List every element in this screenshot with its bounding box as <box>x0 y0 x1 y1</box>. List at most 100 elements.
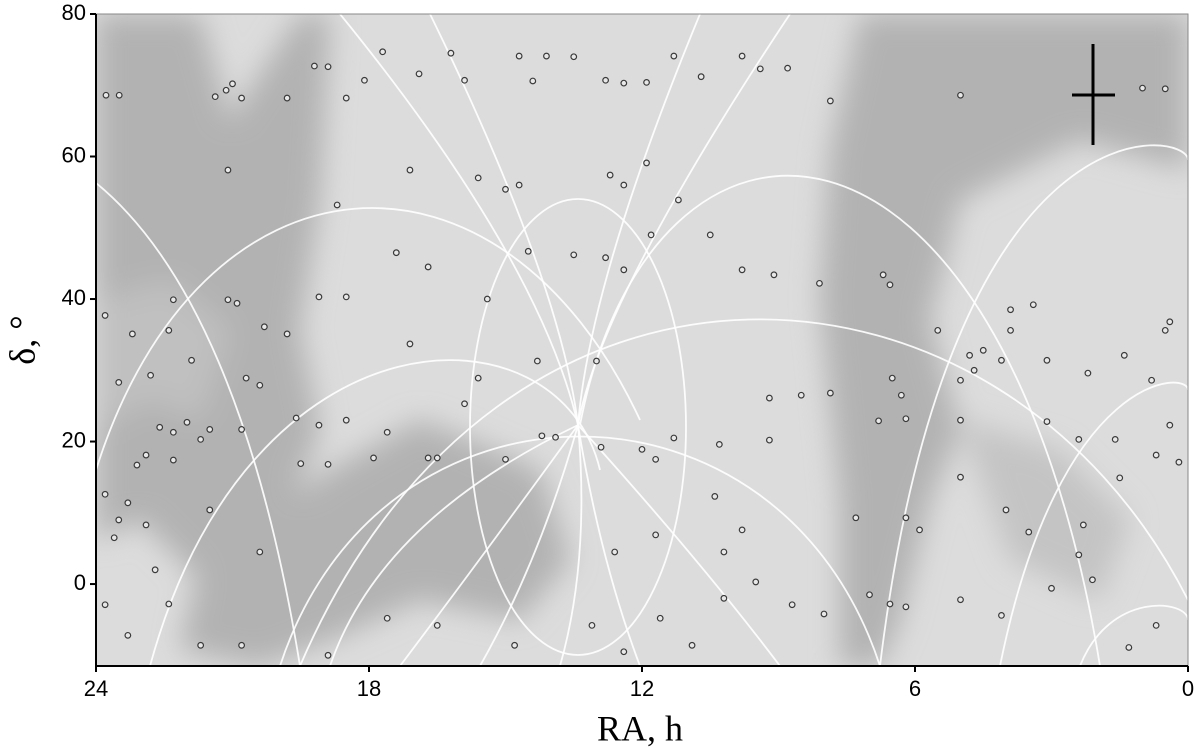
point <box>529 77 537 85</box>
point <box>866 591 873 599</box>
point <box>515 181 523 189</box>
point <box>165 600 173 608</box>
point <box>224 296 232 304</box>
point <box>652 455 660 463</box>
point <box>1161 85 1169 93</box>
point <box>124 631 132 639</box>
point <box>311 62 318 70</box>
point <box>670 434 678 442</box>
y-tick-label: 40 <box>62 285 86 310</box>
point <box>424 454 432 462</box>
point <box>292 414 300 422</box>
point <box>461 400 468 408</box>
point <box>1002 506 1010 514</box>
point <box>886 600 894 608</box>
point <box>1166 318 1174 326</box>
y-tick-label: 0 <box>74 570 86 595</box>
grid-curves <box>96 14 1188 666</box>
point <box>826 97 834 105</box>
point <box>797 391 805 399</box>
point <box>197 436 205 443</box>
point <box>1116 474 1124 482</box>
point <box>110 534 118 542</box>
point <box>233 299 241 307</box>
point <box>570 53 578 61</box>
point <box>606 171 614 179</box>
point <box>602 254 609 262</box>
point <box>147 371 155 379</box>
x-tick-label: 6 <box>909 676 921 701</box>
point <box>1075 551 1083 559</box>
point <box>1043 356 1051 364</box>
point <box>238 94 246 102</box>
point <box>379 48 387 56</box>
point <box>966 351 973 359</box>
point <box>1166 421 1174 429</box>
point <box>101 312 109 319</box>
point <box>697 73 705 81</box>
point <box>711 493 719 500</box>
error-cross <box>1072 44 1115 145</box>
point <box>383 428 391 436</box>
point <box>643 79 650 86</box>
point <box>875 417 882 425</box>
point <box>206 426 214 433</box>
point <box>1152 621 1160 629</box>
point <box>447 49 455 57</box>
x-tick-label: 24 <box>84 676 108 701</box>
point <box>957 91 964 99</box>
point <box>415 70 423 78</box>
point <box>897 391 905 399</box>
point <box>816 279 823 287</box>
point <box>256 381 264 389</box>
point <box>324 63 332 71</box>
point <box>675 196 682 204</box>
point <box>788 601 796 609</box>
point <box>342 94 350 102</box>
point <box>211 93 219 101</box>
point <box>720 548 728 556</box>
point <box>1148 376 1155 384</box>
point <box>224 166 232 174</box>
point <box>886 281 894 289</box>
point <box>242 374 250 382</box>
point <box>169 428 177 436</box>
point <box>142 521 150 529</box>
point <box>957 376 964 384</box>
point <box>656 614 664 622</box>
point <box>515 52 523 60</box>
point <box>593 357 600 365</box>
point <box>342 416 350 424</box>
point <box>124 499 132 507</box>
point <box>715 440 723 448</box>
point <box>1043 418 1051 425</box>
point <box>342 293 350 301</box>
x-tick-label: 12 <box>630 676 654 701</box>
point <box>934 326 942 334</box>
point <box>483 295 491 303</box>
y-tick-label: 60 <box>62 142 86 167</box>
point <box>738 52 746 60</box>
point <box>998 612 1005 619</box>
point <box>957 596 964 604</box>
point <box>333 201 341 209</box>
point <box>957 416 964 424</box>
point <box>229 80 236 88</box>
point <box>1089 576 1096 584</box>
point <box>424 263 432 271</box>
point <box>902 514 910 522</box>
point <box>433 454 441 462</box>
point <box>1029 301 1037 309</box>
point <box>957 473 964 481</box>
point <box>738 266 746 274</box>
point <box>620 79 628 87</box>
point <box>1161 326 1169 334</box>
point <box>511 641 518 649</box>
point <box>770 271 778 279</box>
point <box>879 271 887 279</box>
point <box>197 641 205 649</box>
point <box>652 531 660 539</box>
point <box>1025 528 1033 536</box>
point <box>1007 306 1014 314</box>
